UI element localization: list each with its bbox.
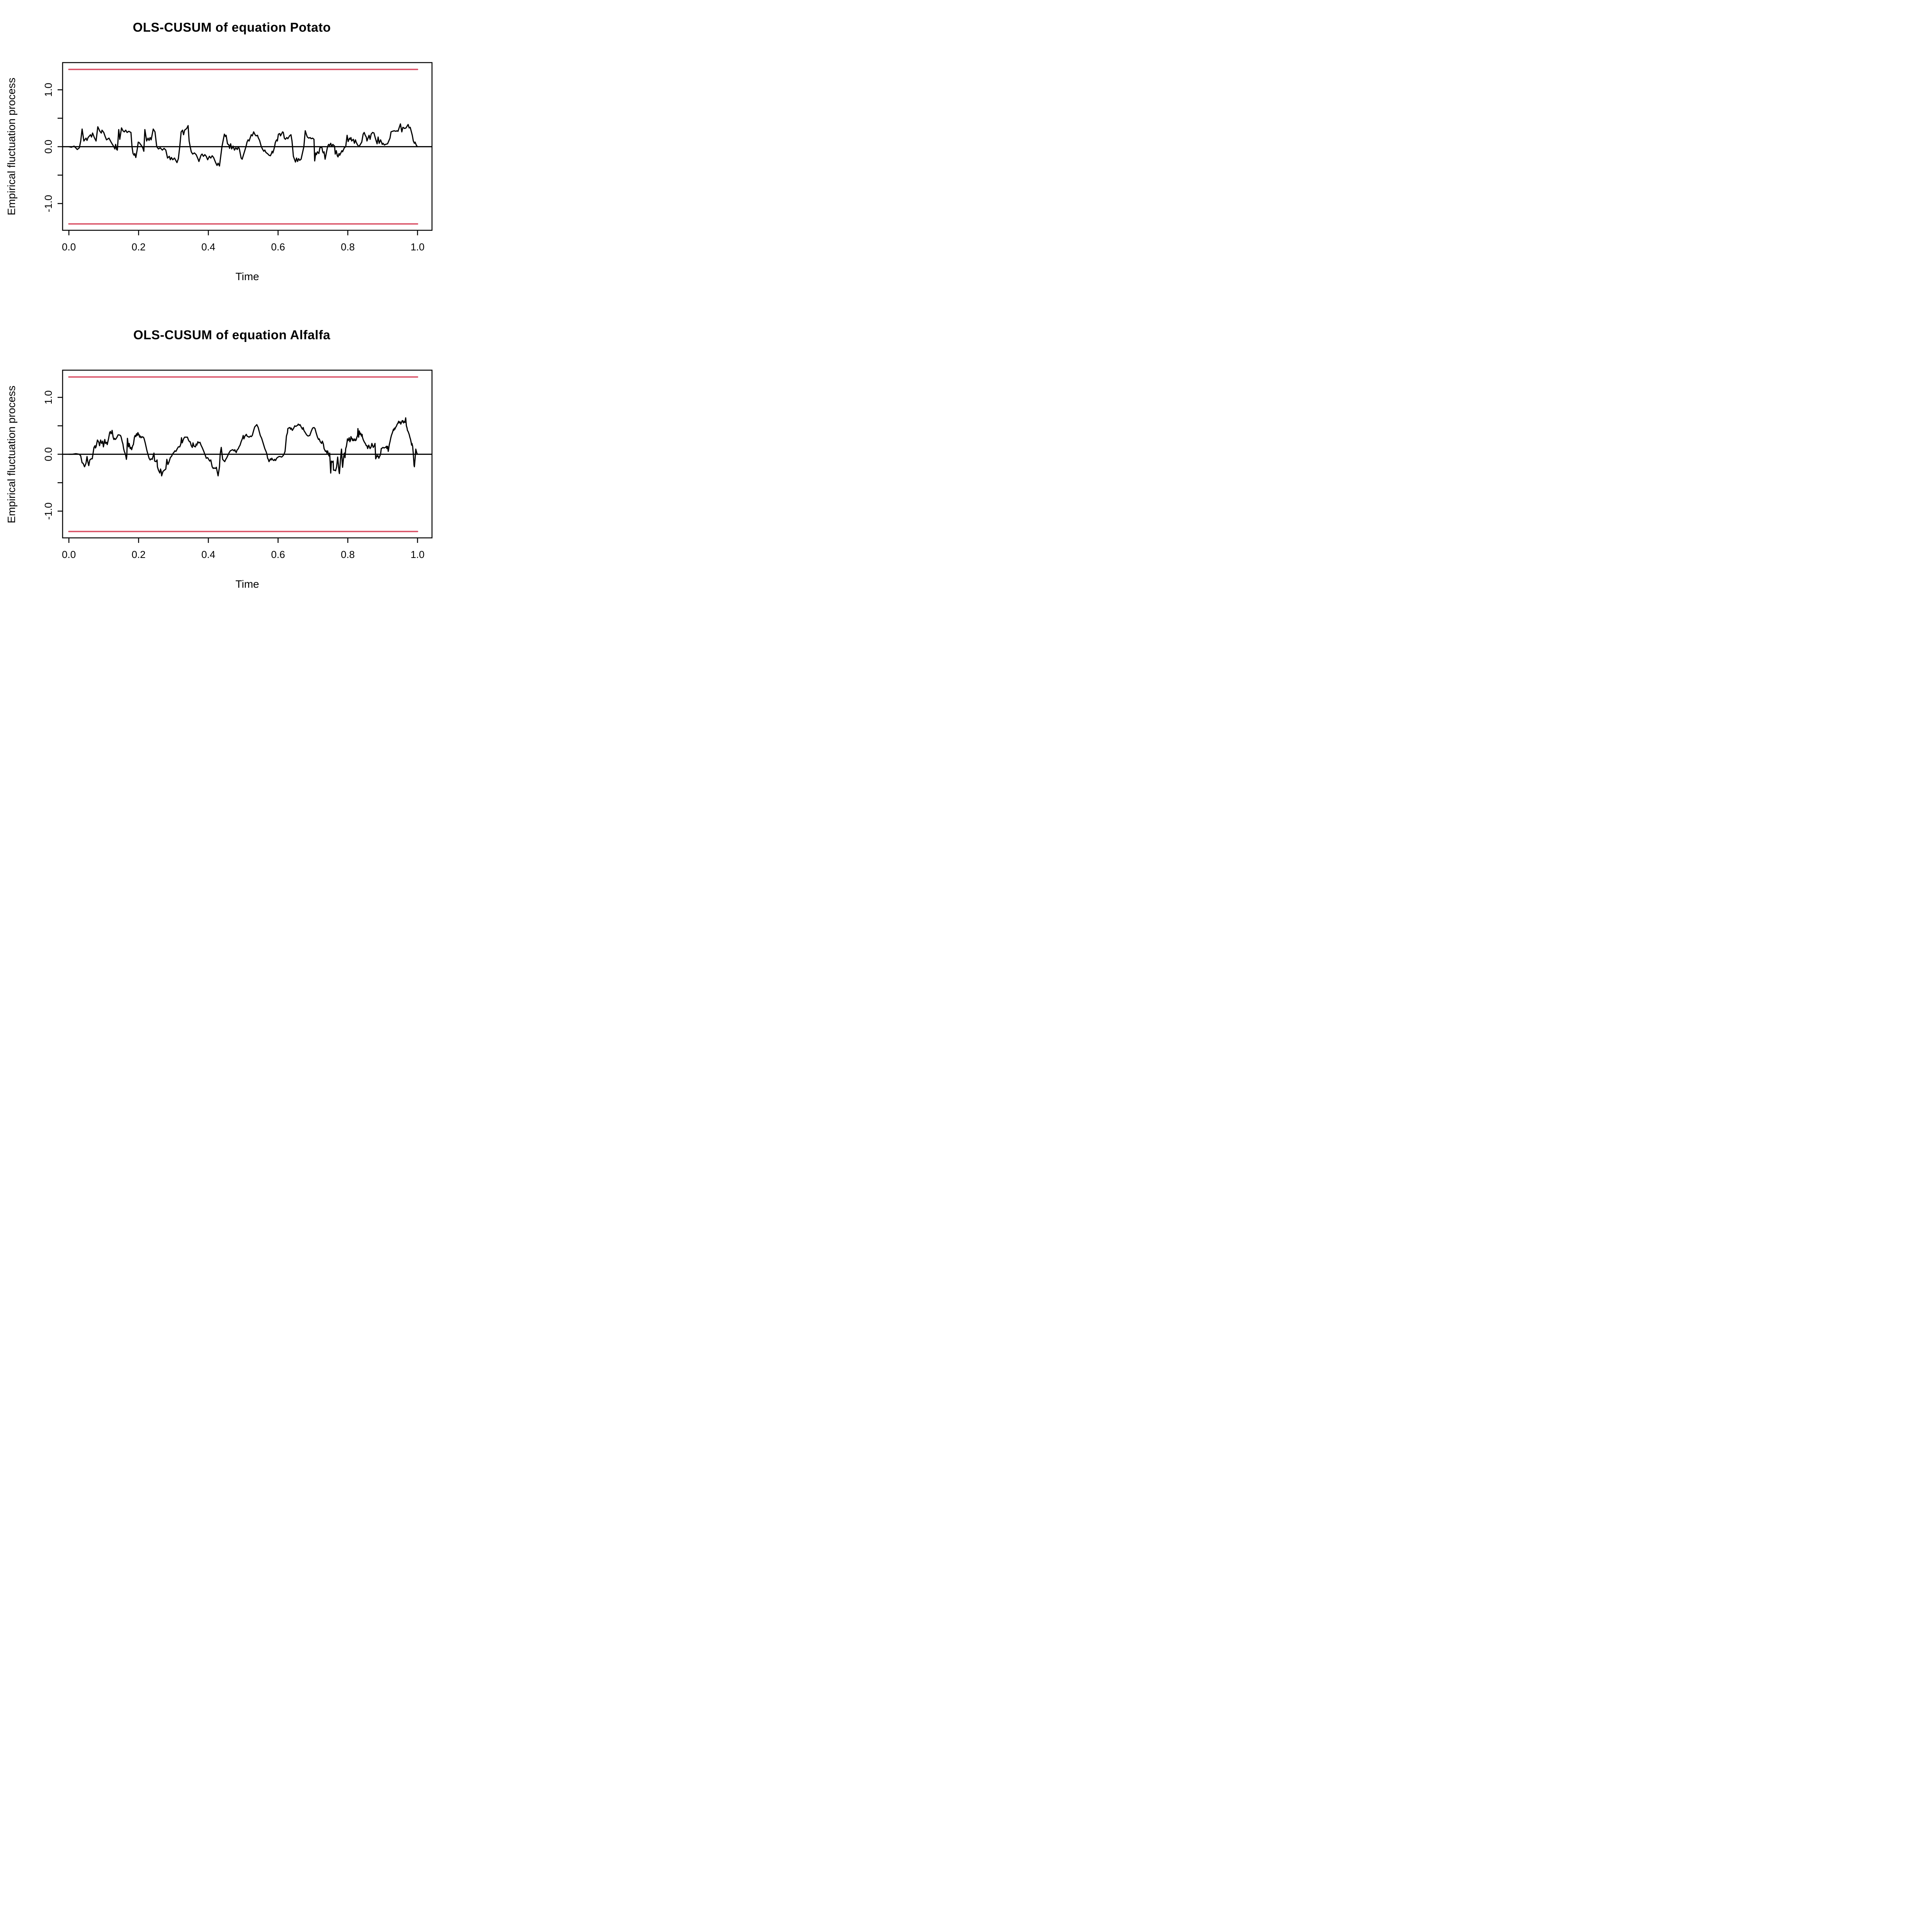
potato-x-tick-label: 1.0 — [410, 241, 424, 253]
alfalfa-x-tick-label: 0.0 — [62, 549, 76, 560]
potato-x-tick-label: 0.8 — [341, 241, 355, 253]
potato-x-tick-label: 0.2 — [132, 241, 146, 253]
alfalfa-y-tick-label: -1.0 — [43, 502, 54, 520]
potato-cusum-curve — [68, 123, 418, 167]
alfalfa-x-tick-label: 0.8 — [341, 549, 355, 560]
alfalfa-y-tick-label: 1.0 — [43, 390, 54, 404]
potato-x-tick-label: 0.4 — [201, 241, 215, 253]
alfalfa-y-tick-label: 0.0 — [43, 447, 54, 461]
figure-page: OLS-CUSUM of equation Potato Empirical f… — [0, 0, 464, 618]
alfalfa-x-tick-label: 0.6 — [271, 549, 285, 560]
alfalfa-x-axis-label: Time — [235, 578, 259, 590]
alfalfa-x-tick-label: 1.0 — [410, 549, 424, 560]
potato-y-tick-label: -1.0 — [43, 195, 54, 212]
potato-x-tick-label: 0.0 — [62, 241, 76, 253]
potato-y-tick-label: 1.0 — [43, 83, 54, 97]
alfalfa-cusum-curve — [68, 417, 418, 476]
potato-panel-title: OLS-CUSUM of equation Potato — [133, 20, 331, 34]
alfalfa-x-tick-label: 0.2 — [132, 549, 146, 560]
potato-x-axis-label: Time — [235, 270, 259, 282]
alfalfa-x-tick-label: 0.4 — [201, 549, 215, 560]
potato-y-tick-label: 0.0 — [43, 140, 54, 154]
potato-x-tick-label: 0.6 — [271, 241, 285, 253]
alfalfa-panel-title: OLS-CUSUM of equation Alfalfa — [133, 328, 331, 342]
cusum-plots-canvas: 0.0 0.2 0.4 0.6 0.8 1.0 1.0 0.0 -1.0 0.0 0.2 0.4 0.6… — [43, 62, 433, 560]
